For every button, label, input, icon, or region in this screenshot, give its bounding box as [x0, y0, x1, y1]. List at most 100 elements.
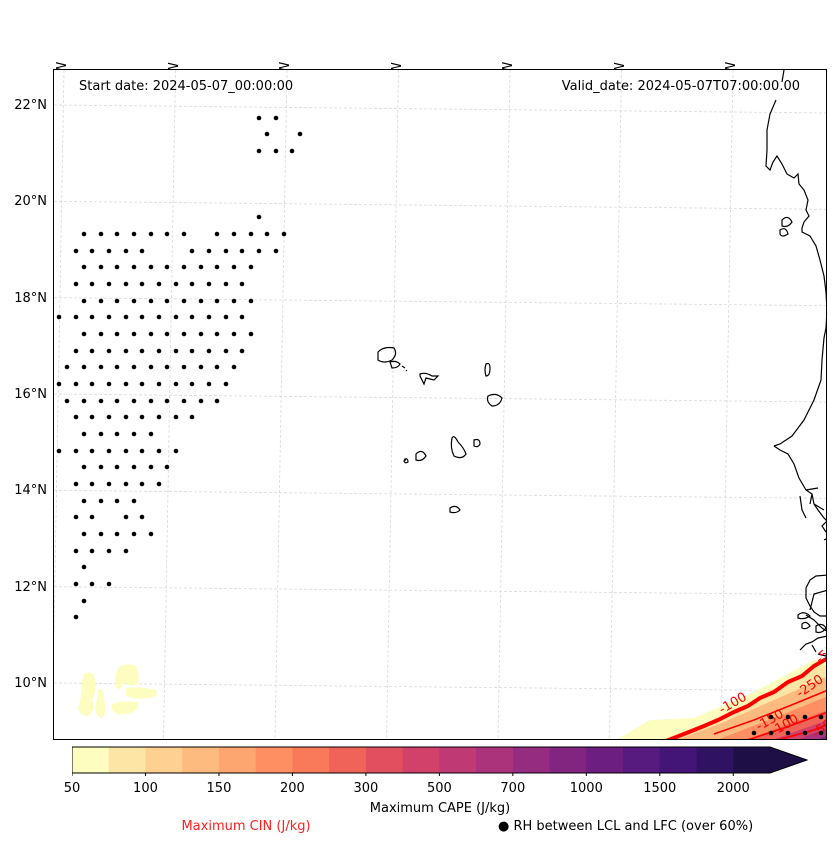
rh-dot — [181, 364, 187, 370]
colorbar-segment — [218, 747, 257, 773]
colorbar-segment — [255, 747, 293, 773]
cin-legend-label: Maximum CIN (J/kg) — [181, 819, 311, 834]
colorbar-segment — [733, 747, 771, 773]
rh-dot — [131, 331, 137, 337]
rh-dot — [89, 281, 95, 287]
rh-dot — [297, 131, 303, 137]
rh-dot — [273, 148, 279, 154]
cin-contour-line — [747, 711, 826, 739]
rh-dot — [148, 431, 154, 437]
meridian-gridline — [386, 70, 399, 739]
rh-dot — [114, 364, 120, 370]
colorbar-extend-arrow — [770, 747, 807, 773]
island — [779, 228, 789, 237]
lat-tick-label: 16°N — [14, 387, 47, 402]
rh-dot — [106, 381, 112, 387]
rh-dot — [273, 248, 279, 254]
coastline — [773, 445, 826, 521]
rh-dot — [81, 498, 87, 504]
cape-patch — [115, 664, 139, 690]
rh-dot — [81, 431, 87, 437]
cape-patch — [112, 701, 139, 715]
island — [449, 505, 461, 514]
island — [815, 623, 826, 634]
rh-dot — [64, 398, 70, 404]
colorbar-tick-label: 700 — [500, 781, 526, 796]
rh-dot — [106, 314, 112, 320]
island — [389, 360, 401, 369]
rh-dot — [89, 348, 95, 354]
rh-dot — [106, 414, 112, 420]
rh-dot — [73, 448, 79, 454]
rh-dot — [206, 248, 212, 254]
colorbar-tick-label: 100 — [133, 781, 158, 796]
rh-dot — [139, 381, 145, 387]
rh-dot — [189, 348, 195, 354]
colorbar-title: Maximum CAPE (J/kg) — [369, 801, 511, 816]
rh-dot — [148, 331, 154, 337]
rh-dot — [81, 231, 87, 237]
rh-dot — [231, 331, 237, 337]
parallel-gridline — [54, 586, 826, 596]
rh-dot — [223, 314, 229, 320]
parallel-gridline — [54, 682, 826, 692]
rh-dot — [139, 281, 145, 287]
rh-dot — [148, 464, 154, 470]
island — [797, 612, 811, 620]
rh-dot — [264, 131, 270, 137]
rh-dot — [139, 481, 145, 487]
rh-dot — [156, 381, 162, 387]
rh-legend-label: RH between LCL and LFC (over 60%) — [513, 819, 754, 834]
rh-dot — [98, 364, 104, 370]
rh-dot — [214, 298, 220, 304]
rh-dot — [73, 614, 79, 620]
rh-dot — [248, 231, 254, 237]
rh-dot — [223, 281, 229, 287]
rh-dot — [81, 264, 87, 270]
rh-dot — [139, 314, 145, 320]
rh-dot — [785, 714, 791, 720]
rh-dot — [73, 548, 79, 554]
meridian-gridline — [497, 70, 511, 739]
colorbar-tick-label: 200 — [279, 781, 305, 796]
rh-dot — [164, 298, 170, 304]
lat-tick-label: 10°N — [14, 676, 47, 691]
map-canvas: -100-150-100-250-50-50 — [54, 70, 826, 739]
rh-dot — [156, 281, 162, 287]
rh-dot — [106, 281, 112, 287]
rh-dot — [206, 381, 212, 387]
rh-dot — [206, 348, 212, 354]
rh-dot — [114, 531, 120, 537]
rh-dot — [131, 498, 137, 504]
rh-dot — [98, 331, 104, 337]
colorbar-segment — [549, 747, 587, 773]
rh-dot — [123, 448, 129, 454]
island — [377, 346, 397, 363]
rh-dot — [98, 398, 104, 404]
colorbar-tick-label: 2000 — [716, 781, 750, 796]
rh-dot — [131, 298, 137, 304]
rh-dot — [173, 281, 179, 287]
rh-dot — [231, 264, 237, 270]
rh-dot — [106, 548, 112, 554]
rh-dot — [248, 331, 254, 337]
parallel-gridline — [54, 200, 826, 210]
rh-dot — [131, 364, 137, 370]
island — [450, 436, 467, 459]
rh-dot — [198, 298, 204, 304]
rh-dot — [123, 248, 129, 254]
rh-dot — [189, 248, 195, 254]
rh-dot — [189, 314, 195, 320]
colorbar-segment — [623, 747, 661, 773]
lat-tick-label: 18°N — [14, 290, 47, 306]
rh-dot — [139, 348, 145, 354]
coastline — [809, 589, 826, 611]
rh-dot — [73, 248, 79, 254]
rh-dot — [114, 431, 120, 437]
lat-tick-label: 12°N — [14, 579, 47, 595]
rh-dot — [214, 398, 220, 404]
rh-dot — [89, 248, 95, 254]
rh-dot — [256, 148, 262, 154]
rh-dot — [156, 348, 162, 354]
